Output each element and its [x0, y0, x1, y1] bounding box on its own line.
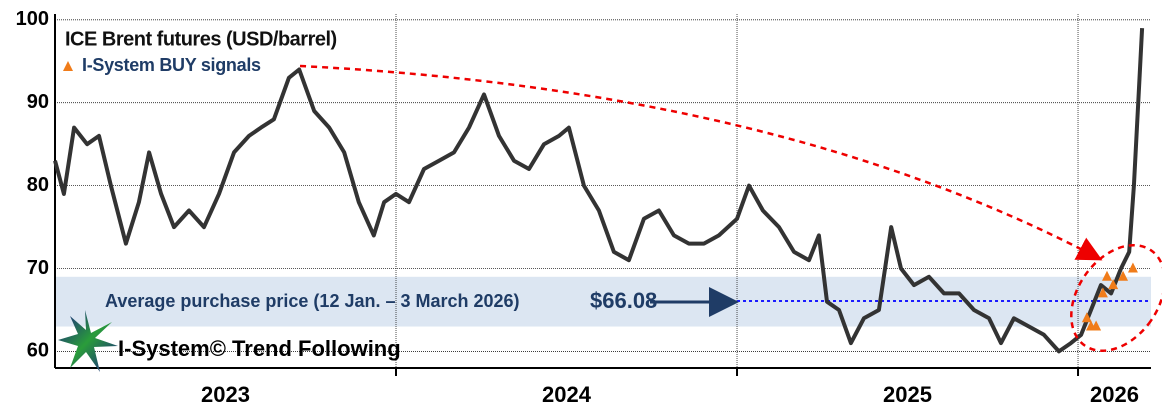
y-tick-label: 100 — [16, 8, 49, 30]
legend-marker — [63, 61, 73, 71]
buy-signal — [1081, 312, 1092, 323]
x-tick-label: 2024 — [542, 382, 592, 407]
y-tick-label: 80 — [27, 174, 49, 196]
pointer-arrow — [299, 64, 1103, 261]
buy-signal — [1127, 262, 1138, 273]
x-tick-label: 2023 — [201, 382, 250, 407]
average-label: $66.08 — [590, 288, 657, 313]
y-tick-label: 90 — [27, 91, 49, 113]
buy-signal — [1091, 320, 1102, 331]
buy-signal — [1097, 287, 1108, 298]
highlight-ellipse — [1070, 243, 1162, 353]
buy-signal — [1108, 279, 1119, 290]
buy-signal — [1118, 270, 1129, 281]
logo-text: I-System© Trend Following — [118, 336, 401, 361]
legend-title: ICE Brent futures (USD/barrel) — [65, 28, 337, 50]
logo-star — [58, 310, 118, 372]
buy-signal — [1102, 270, 1113, 281]
price-line — [53, 27, 1145, 354]
average-text: Average purchase price (12 Jan. – 3 Marc… — [105, 291, 520, 311]
x-tick-label: 2025 — [883, 382, 932, 407]
legend-label: I-System BUY signals — [82, 55, 261, 75]
y-tick-label: 60 — [27, 340, 49, 362]
y-tick-label: 70 — [27, 257, 49, 279]
x-tick-label: 2026 — [1090, 382, 1139, 407]
